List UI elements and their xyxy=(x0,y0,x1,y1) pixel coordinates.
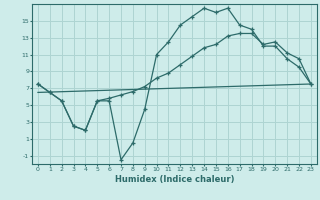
X-axis label: Humidex (Indice chaleur): Humidex (Indice chaleur) xyxy=(115,175,234,184)
